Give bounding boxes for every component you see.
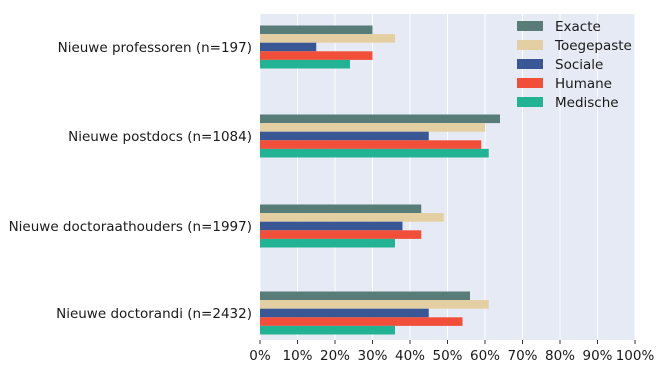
legend-label-toegepaste: Toegepaste <box>554 38 632 54</box>
x-axis-ticks: 0% 10% 20% 30% 40% 50% 60% 70% 80% 90% 100% <box>249 340 654 364</box>
legend-label-humane: Humane <box>555 76 612 92</box>
legend-swatch-sociale <box>517 59 543 69</box>
category-label: Nieuwe doctoraathouders (n=1997) <box>9 219 252 235</box>
category-label: Nieuwe doctorandi (n=2432) <box>56 306 252 322</box>
x-tick-label: 20% <box>320 348 350 364</box>
legend-swatch-exacte <box>517 21 543 31</box>
category-labels: Nieuwe professoren (n=197) Nieuwe postdoc… <box>9 40 252 322</box>
bar-toegepaste-2 <box>260 123 485 132</box>
bar-medische-1 <box>260 59 350 69</box>
bar-humane-4 <box>260 317 463 326</box>
x-tick-label: 30% <box>357 348 387 364</box>
bar-sociale-2 <box>260 131 429 141</box>
bar-humane-3 <box>260 230 422 239</box>
bar-sociale-4 <box>260 308 429 318</box>
category-label: Nieuwe professoren (n=197) <box>58 40 252 56</box>
x-tick-label: 100% <box>616 348 655 364</box>
bar-humane-1 <box>260 51 373 60</box>
x-tick-label: 90% <box>582 348 612 364</box>
x-tick-label: 60% <box>470 348 500 364</box>
bar-medische-4 <box>260 325 395 335</box>
x-tick-label: 80% <box>545 348 575 364</box>
legend-swatch-humane <box>517 78 543 88</box>
x-tick-label: 50% <box>432 348 462 364</box>
bar-exacte-4 <box>260 291 470 301</box>
legend-swatch-toegepaste <box>517 40 543 50</box>
bar-medische-3 <box>260 238 395 248</box>
x-tick-label: 70% <box>507 348 537 364</box>
bars <box>260 25 500 335</box>
bar-toegepaste-3 <box>260 213 444 222</box>
bar-humane-2 <box>260 140 482 149</box>
bar-medische-2 <box>260 148 489 158</box>
bar-toegepaste-1 <box>260 34 395 43</box>
bar-toegepaste-4 <box>260 300 489 309</box>
x-tick-label: 0% <box>249 348 271 364</box>
legend: Exacte Toegepaste Sociale Humane Medische <box>517 19 632 111</box>
bar-exacte-3 <box>260 204 422 214</box>
bar-sociale-1 <box>260 42 317 52</box>
legend-label-exacte: Exacte <box>555 19 601 35</box>
x-tick-label: 10% <box>282 348 312 364</box>
legend-label-sociale: Sociale <box>555 57 603 73</box>
legend-label-medische: Medische <box>555 95 619 111</box>
x-tick-label: 40% <box>395 348 425 364</box>
bar-exacte-1 <box>260 25 373 35</box>
category-label: Nieuwe postdocs (n=1084) <box>68 129 252 145</box>
legend-swatch-medische <box>517 97 543 107</box>
bar-exacte-2 <box>260 114 500 124</box>
bar-sociale-3 <box>260 221 403 231</box>
